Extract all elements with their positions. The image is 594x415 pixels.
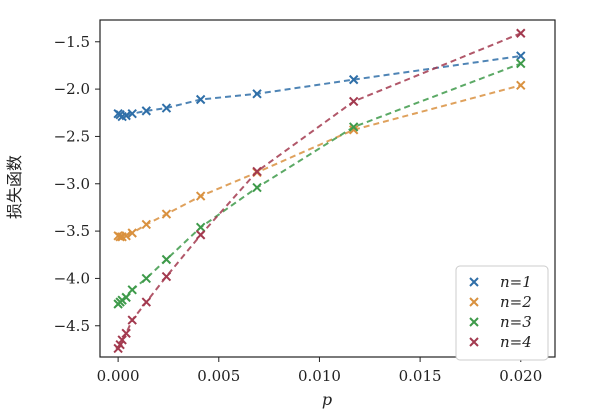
- data-point-marker: [141, 106, 152, 116]
- x-tick-label: 0.000: [97, 367, 140, 385]
- data-point-marker: [161, 271, 172, 282]
- data-point-marker: [252, 89, 262, 99]
- data-point-marker: [161, 254, 172, 265]
- data-point-marker: [195, 94, 206, 105]
- y-tick-label: −3.5: [54, 222, 90, 240]
- legend-label: n=3: [500, 313, 532, 331]
- x-axis-ticks: 0.000 0.005 0.010 0.015 0.020: [97, 357, 542, 385]
- data-point-marker: [121, 231, 131, 241]
- data-point-marker: [121, 292, 131, 303]
- y-tick-label: −2.0: [54, 80, 90, 98]
- legend: n=1 n=2 n=3 n=4: [455, 265, 549, 361]
- x-tick-label: 0.015: [399, 367, 442, 385]
- legend-label: n=2: [500, 293, 532, 311]
- y-tick-label: −2.5: [54, 127, 90, 145]
- x-tick-label: 0.010: [298, 367, 341, 385]
- y-axis-ticks: −1.5 −2.0 −2.5 −3.0 −3.5 −4.0 −4.5: [54, 33, 100, 335]
- data-point-marker: [348, 122, 359, 132]
- data-point-marker: [516, 58, 526, 69]
- series-n-3: [113, 58, 526, 309]
- data-point-marker: [195, 230, 206, 240]
- data-point-marker: [348, 125, 359, 135]
- data-point-marker: [121, 328, 131, 339]
- y-axis-label: 损失函数: [5, 155, 24, 219]
- legend-box: [455, 265, 549, 361]
- legend-marker: [469, 317, 479, 327]
- legend-marker: [469, 337, 479, 347]
- data-point-marker: [161, 103, 172, 113]
- series-n-4: [113, 28, 526, 354]
- data-point-marker: [141, 297, 152, 307]
- data-point-marker: [252, 182, 262, 193]
- x-axis-label: p: [322, 390, 332, 409]
- data-point-marker: [161, 209, 172, 219]
- series-line: [117, 84, 522, 238]
- legend-label: n=4: [500, 333, 532, 351]
- data-point-marker: [117, 335, 127, 345]
- data-point-marker: [516, 51, 526, 61]
- y-tick-label: −3.0: [54, 175, 90, 193]
- x-tick-label: 0.020: [499, 367, 542, 385]
- y-tick-label: −1.5: [54, 33, 90, 51]
- plot-frame: [99, 19, 556, 358]
- data-point-marker: [348, 96, 359, 107]
- data-point-marker: [141, 273, 152, 284]
- data-point-marker: [516, 28, 526, 38]
- series-n-2: [113, 80, 526, 242]
- series-layer: [113, 28, 526, 354]
- plot-area: [99, 19, 556, 358]
- series-n-1: [113, 51, 526, 122]
- data-point-marker: [195, 191, 206, 201]
- data-point-marker: [127, 109, 137, 119]
- y-tick-label: −4.5: [54, 317, 90, 335]
- legend-marker: [469, 297, 479, 307]
- data-point-marker: [127, 315, 137, 325]
- data-point-marker: [127, 285, 137, 295]
- data-point-marker: [195, 222, 206, 233]
- x-tick-label: 0.005: [197, 367, 240, 385]
- data-point-marker: [252, 166, 262, 177]
- data-point-marker: [348, 74, 359, 85]
- data-point-marker: [516, 80, 526, 91]
- data-point-marker: [127, 228, 137, 238]
- y-tick-label: −4.0: [54, 269, 90, 287]
- legend-label: n=1: [500, 273, 532, 291]
- legend-marker: [469, 277, 479, 287]
- data-point-marker: [141, 219, 152, 230]
